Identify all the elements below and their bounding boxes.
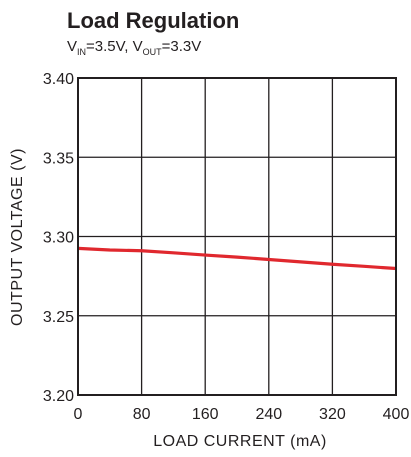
series-lines (77, 246, 397, 271)
series-line-0 (77, 246, 397, 271)
x-tick-label: 0 (74, 406, 83, 423)
vin-subscript: IN (77, 47, 86, 57)
chart-subtitle: VIN=3.5V, VOUT=3.3V (67, 38, 201, 57)
y-tick-label: 3.20 (43, 388, 74, 405)
x-tick-label: 400 (383, 406, 410, 423)
y-axis-label: OUTPUT VOLTAGE (V) (9, 148, 26, 326)
vout-value: =3.3V (162, 38, 202, 55)
y-tick-label: 3.25 (43, 309, 74, 326)
plot-frame (77, 77, 397, 396)
chart-title: Load Regulation (67, 8, 239, 33)
x-tick-label: 320 (319, 406, 346, 423)
vout-subscript: OUT (143, 47, 163, 57)
x-tick-labels: 0 80 160 240 320 400 (74, 406, 410, 423)
x-tick-label: 80 (133, 406, 151, 423)
vin-value: =3.5V, (86, 38, 133, 55)
x-tick-label: 240 (255, 406, 282, 423)
vin-symbol: V (67, 38, 77, 55)
y-tick-labels: 3.40 3.35 3.30 3.25 3.20 (43, 71, 74, 405)
plot-grid (78, 78, 396, 395)
x-axis-label: LOAD CURRENT (mA) (153, 433, 327, 450)
vout-symbol: V (133, 38, 143, 55)
y-tick-label: 3.35 (43, 150, 74, 167)
y-tick-label: 3.40 (43, 71, 74, 88)
x-tick-label: 160 (192, 406, 219, 423)
y-tick-label: 3.30 (43, 230, 74, 247)
